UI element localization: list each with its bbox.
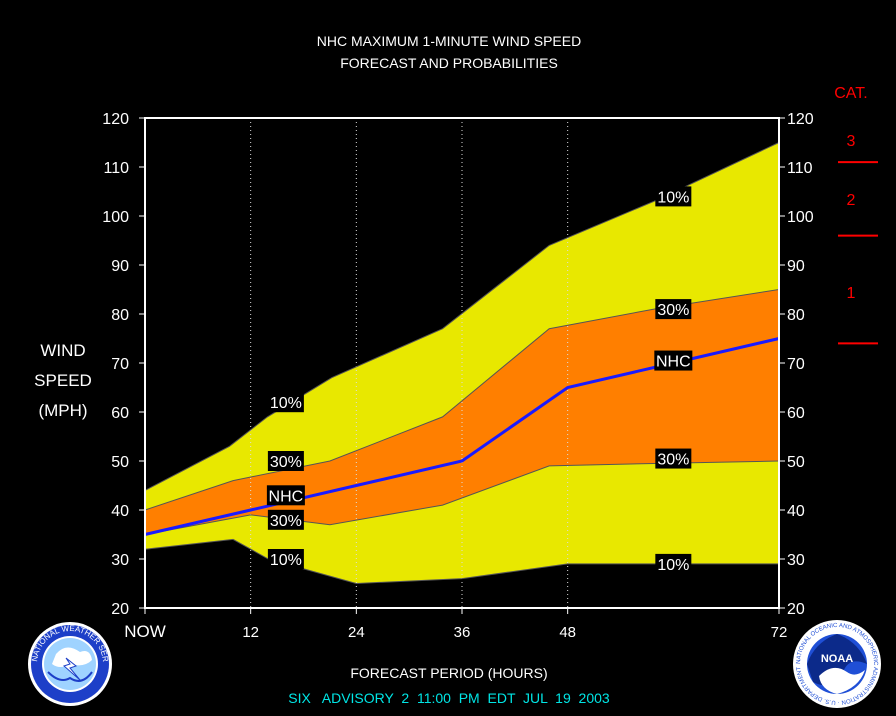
y-tick-label-right: 50 — [787, 454, 805, 471]
category-label: 3 — [847, 133, 856, 150]
y-tick-label-left: 60 — [111, 405, 129, 422]
x-tick-label: 12 — [242, 624, 259, 641]
band-label: NHC — [269, 488, 304, 505]
upper-30-line — [144, 289, 780, 511]
y-tick-label-left: 50 — [111, 454, 129, 471]
band-label-bg — [655, 448, 692, 469]
lower-10-line — [144, 538, 779, 585]
x-axis: NOW 12 24 36 48 72 — [124, 608, 787, 641]
y-axis-label-line3: (MPH) — [38, 401, 87, 420]
noaa-logo-center-text: NOAA — [821, 653, 853, 665]
band-label: 30% — [270, 454, 302, 471]
y-tick-label-left: 80 — [111, 307, 129, 324]
y-tick-label-right: 100 — [787, 209, 814, 226]
band-label: NHC — [656, 354, 691, 371]
y-tick-label-left: 100 — [102, 209, 129, 226]
y-tick-label-left: 70 — [111, 356, 129, 373]
y-axis-label-line1: WIND — [40, 341, 85, 360]
y-tick-label-right: 40 — [787, 503, 805, 520]
category-label: 1 — [847, 285, 856, 302]
category-scale: 3 2 1 — [838, 133, 878, 345]
y-axis-right: 20 30 40 50 60 70 80 90 100 110 120 — [779, 111, 814, 618]
band-30-percent — [145, 289, 779, 535]
band-label-bg — [267, 549, 304, 569]
noaa-logo: NOAA NATIONAL OCEANIC AND ATMOSPHERIC AD… — [793, 620, 881, 708]
chart-subtitle: FORECAST AND PROBABILITIES — [340, 55, 558, 71]
x-tick-label: 36 — [454, 624, 471, 641]
band-label-bg — [655, 299, 692, 320]
y-tick-label-right: 110 — [787, 160, 813, 177]
category-title: CAT. — [834, 85, 867, 102]
band-label: 10% — [657, 557, 689, 574]
band-labels: 10% 30% NHC 30% 10% 10% 30% NHC 30% 10% — [266, 186, 693, 574]
x-tick-label: 24 — [348, 624, 365, 641]
x-axis-label: FORECAST PERIOD (HOURS) — [350, 665, 547, 681]
y-tick-label-right: 60 — [787, 405, 805, 422]
upper-10-line — [144, 142, 780, 491]
category-label: 2 — [847, 192, 856, 209]
x-tick-label: NOW — [124, 622, 166, 641]
y-tick-label-right: 80 — [787, 307, 805, 324]
band-label-bg — [267, 451, 304, 471]
y-tick-label-right: 30 — [787, 552, 805, 569]
y-tick-label-left: 30 — [111, 552, 129, 569]
advisory-footer: SIX ADVISORY 2 11:00 PM EDT JUL 19 2003 — [288, 690, 610, 706]
y-tick-label-left: 120 — [102, 111, 129, 128]
band-label-bg — [267, 392, 304, 413]
y-axis-label-line2: SPEED — [34, 371, 92, 390]
vertical-gridlines — [250, 118, 569, 608]
y-tick-label-right: 120 — [787, 111, 814, 128]
y-tick-label-left: 20 — [111, 601, 129, 618]
chart-title: NHC MAXIMUM 1-MINUTE WIND SPEED — [317, 33, 581, 49]
y-axis-left: 20 30 40 50 60 70 80 90 100 110 120 — [102, 111, 145, 618]
band-label: 30% — [270, 513, 302, 530]
nws-logo: NATIONAL WEATHER SERVICE — [28, 622, 112, 706]
y-tick-label-left: 90 — [111, 258, 129, 275]
band-label-bg — [655, 553, 692, 574]
band-label: 10% — [657, 189, 689, 206]
y-tick-label-right: 70 — [787, 356, 805, 373]
y-tick-label-left: 40 — [111, 503, 129, 520]
band-label-bg — [266, 485, 305, 506]
x-tick-label: 72 — [771, 624, 788, 641]
band-label-bg — [267, 509, 304, 530]
y-tick-label-left: 110 — [103, 160, 129, 177]
band-label: 30% — [657, 302, 689, 319]
band-label-bg — [654, 350, 693, 371]
x-tick-label: 48 — [559, 624, 576, 641]
band-label-bg — [655, 186, 692, 207]
band-label: 10% — [270, 552, 302, 569]
band-label: 30% — [657, 452, 689, 469]
band-label: 10% — [270, 395, 302, 412]
y-tick-label-right: 20 — [787, 601, 805, 618]
y-tick-label-right: 90 — [787, 258, 805, 275]
lower-30-line — [144, 460, 780, 535]
